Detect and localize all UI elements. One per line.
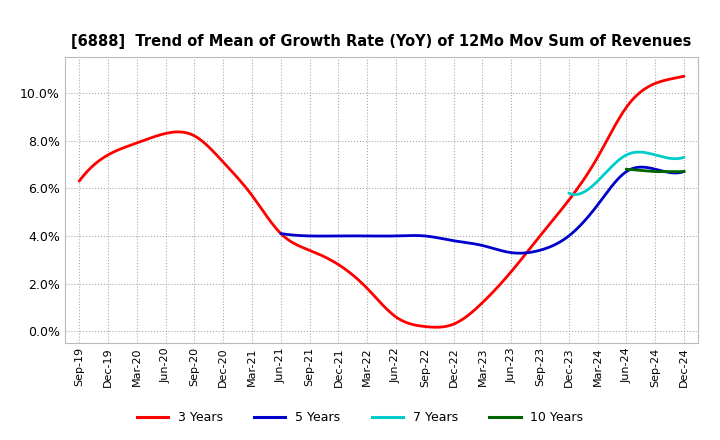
10 Years	[622, 167, 631, 172]
Line: 7 Years: 7 Years	[569, 152, 684, 194]
7 Years	[662, 155, 671, 161]
5 Years	[525, 250, 534, 255]
3 Years	[447, 323, 456, 328]
7 Years	[565, 191, 574, 196]
5 Years	[636, 165, 645, 170]
7 Years	[571, 192, 580, 197]
Title: [6888]  Trend of Mean of Growth Rate (YoY) of 12Mo Mov Sum of Revenues: [6888] Trend of Mean of Growth Rate (YoY…	[71, 34, 692, 49]
7 Years	[634, 150, 643, 155]
7 Years	[670, 156, 678, 161]
3 Years	[431, 325, 439, 330]
7 Years	[564, 191, 573, 196]
10 Years	[651, 169, 660, 174]
3 Years	[437, 324, 446, 330]
3 Years	[680, 73, 688, 79]
Line: 10 Years: 10 Years	[626, 169, 684, 172]
7 Years	[680, 155, 688, 160]
5 Years	[276, 231, 285, 236]
Line: 3 Years: 3 Years	[79, 76, 684, 327]
3 Years	[435, 325, 444, 330]
3 Years	[75, 179, 84, 184]
10 Years	[680, 169, 688, 174]
5 Years	[516, 250, 525, 256]
3 Years	[625, 101, 634, 106]
5 Years	[680, 169, 688, 174]
5 Years	[644, 165, 653, 170]
Line: 5 Years: 5 Years	[281, 167, 684, 253]
5 Years	[518, 250, 526, 256]
7 Years	[634, 150, 642, 155]
7 Years	[633, 150, 642, 155]
5 Years	[618, 172, 626, 178]
5 Years	[516, 250, 524, 256]
Legend: 3 Years, 5 Years, 7 Years, 10 Years: 3 Years, 5 Years, 7 Years, 10 Years	[132, 407, 588, 429]
5 Years	[278, 231, 287, 236]
3 Years	[77, 176, 86, 181]
7 Years	[636, 150, 644, 155]
3 Years	[587, 166, 595, 171]
